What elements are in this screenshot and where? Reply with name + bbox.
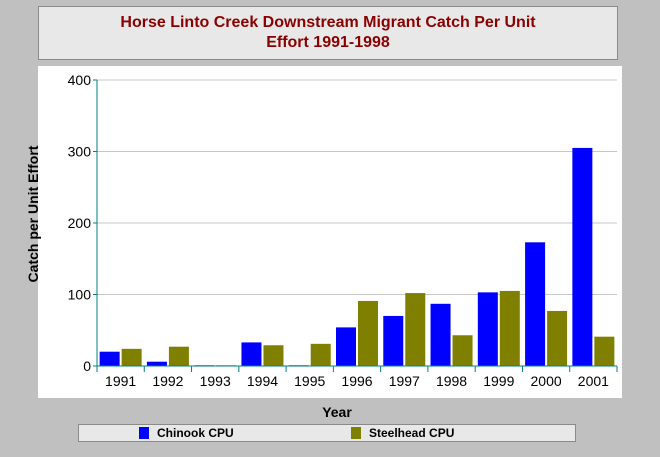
chart-title-line-2: Effort 1991-1998 <box>266 34 390 51</box>
bar-steelhead-1994 <box>263 345 284 366</box>
bar-chinook-1992 <box>146 361 167 366</box>
legend-swatch-steelhead <box>351 427 361 439</box>
legend-label-chinook: Chinook CPU <box>157 426 234 440</box>
x-tick-label: 1995 <box>294 373 325 389</box>
bar-steelhead-1997 <box>405 293 426 366</box>
bar-steelhead-2000 <box>547 310 568 366</box>
y-tick-label: 100 <box>68 287 92 303</box>
y-tick-label: 400 <box>68 72 92 88</box>
bar-chinook-1994 <box>241 342 262 366</box>
chart-title-line-1: Horse Linto Creek Downstream Migrant Cat… <box>120 14 536 31</box>
bar-steelhead-1991 <box>121 348 142 366</box>
x-tick-label: 2000 <box>531 373 562 389</box>
bar-chinook-1998 <box>430 303 451 366</box>
x-tick-label: 1999 <box>483 373 514 389</box>
bar-chinook-2000 <box>525 242 546 366</box>
y-axis-title: Catch per Unit Effort <box>25 145 41 282</box>
legend-label-steelhead: Steelhead CPU <box>369 426 455 440</box>
bar-steelhead-1999 <box>499 290 520 366</box>
x-tick-label: 1993 <box>200 373 231 389</box>
bar-steelhead-2001 <box>594 336 615 366</box>
y-tick-label: 200 <box>68 215 92 231</box>
legend-item-steelhead: Steelhead CPU <box>351 426 454 440</box>
x-axis-title: Year <box>322 404 352 420</box>
bar-steelhead-1995 <box>310 343 331 366</box>
x-tick-label: 1994 <box>247 373 278 389</box>
bar-chinook-1996 <box>336 327 356 366</box>
x-tick-label: 1992 <box>152 373 183 389</box>
bar-steelhead-1998 <box>452 335 473 366</box>
x-tick-label: 1998 <box>436 373 467 389</box>
bar-chinook-1999 <box>477 292 498 366</box>
bar-chinook-1997 <box>383 315 404 366</box>
bar-steelhead-1996 <box>358 300 378 366</box>
legend-item-chinook: Chinook CPU <box>139 426 234 440</box>
y-tick-label: 0 <box>83 358 91 374</box>
x-tick-label: 2001 <box>578 373 609 389</box>
legend: Chinook CPU Steelhead CPU <box>78 424 576 442</box>
x-tick-label: 1996 <box>341 373 372 389</box>
bar-chinook-2001 <box>572 147 593 366</box>
plot-panel <box>38 66 622 398</box>
chart-title-box: Horse Linto Creek Downstream Migrant Cat… <box>38 6 618 60</box>
x-tick-label: 1991 <box>105 373 136 389</box>
bar-steelhead-1992 <box>168 346 189 366</box>
bar-chinook-1991 <box>99 351 120 366</box>
y-tick-label: 300 <box>68 144 92 160</box>
x-tick-label: 1997 <box>389 373 420 389</box>
legend-swatch-chinook <box>139 427 149 439</box>
